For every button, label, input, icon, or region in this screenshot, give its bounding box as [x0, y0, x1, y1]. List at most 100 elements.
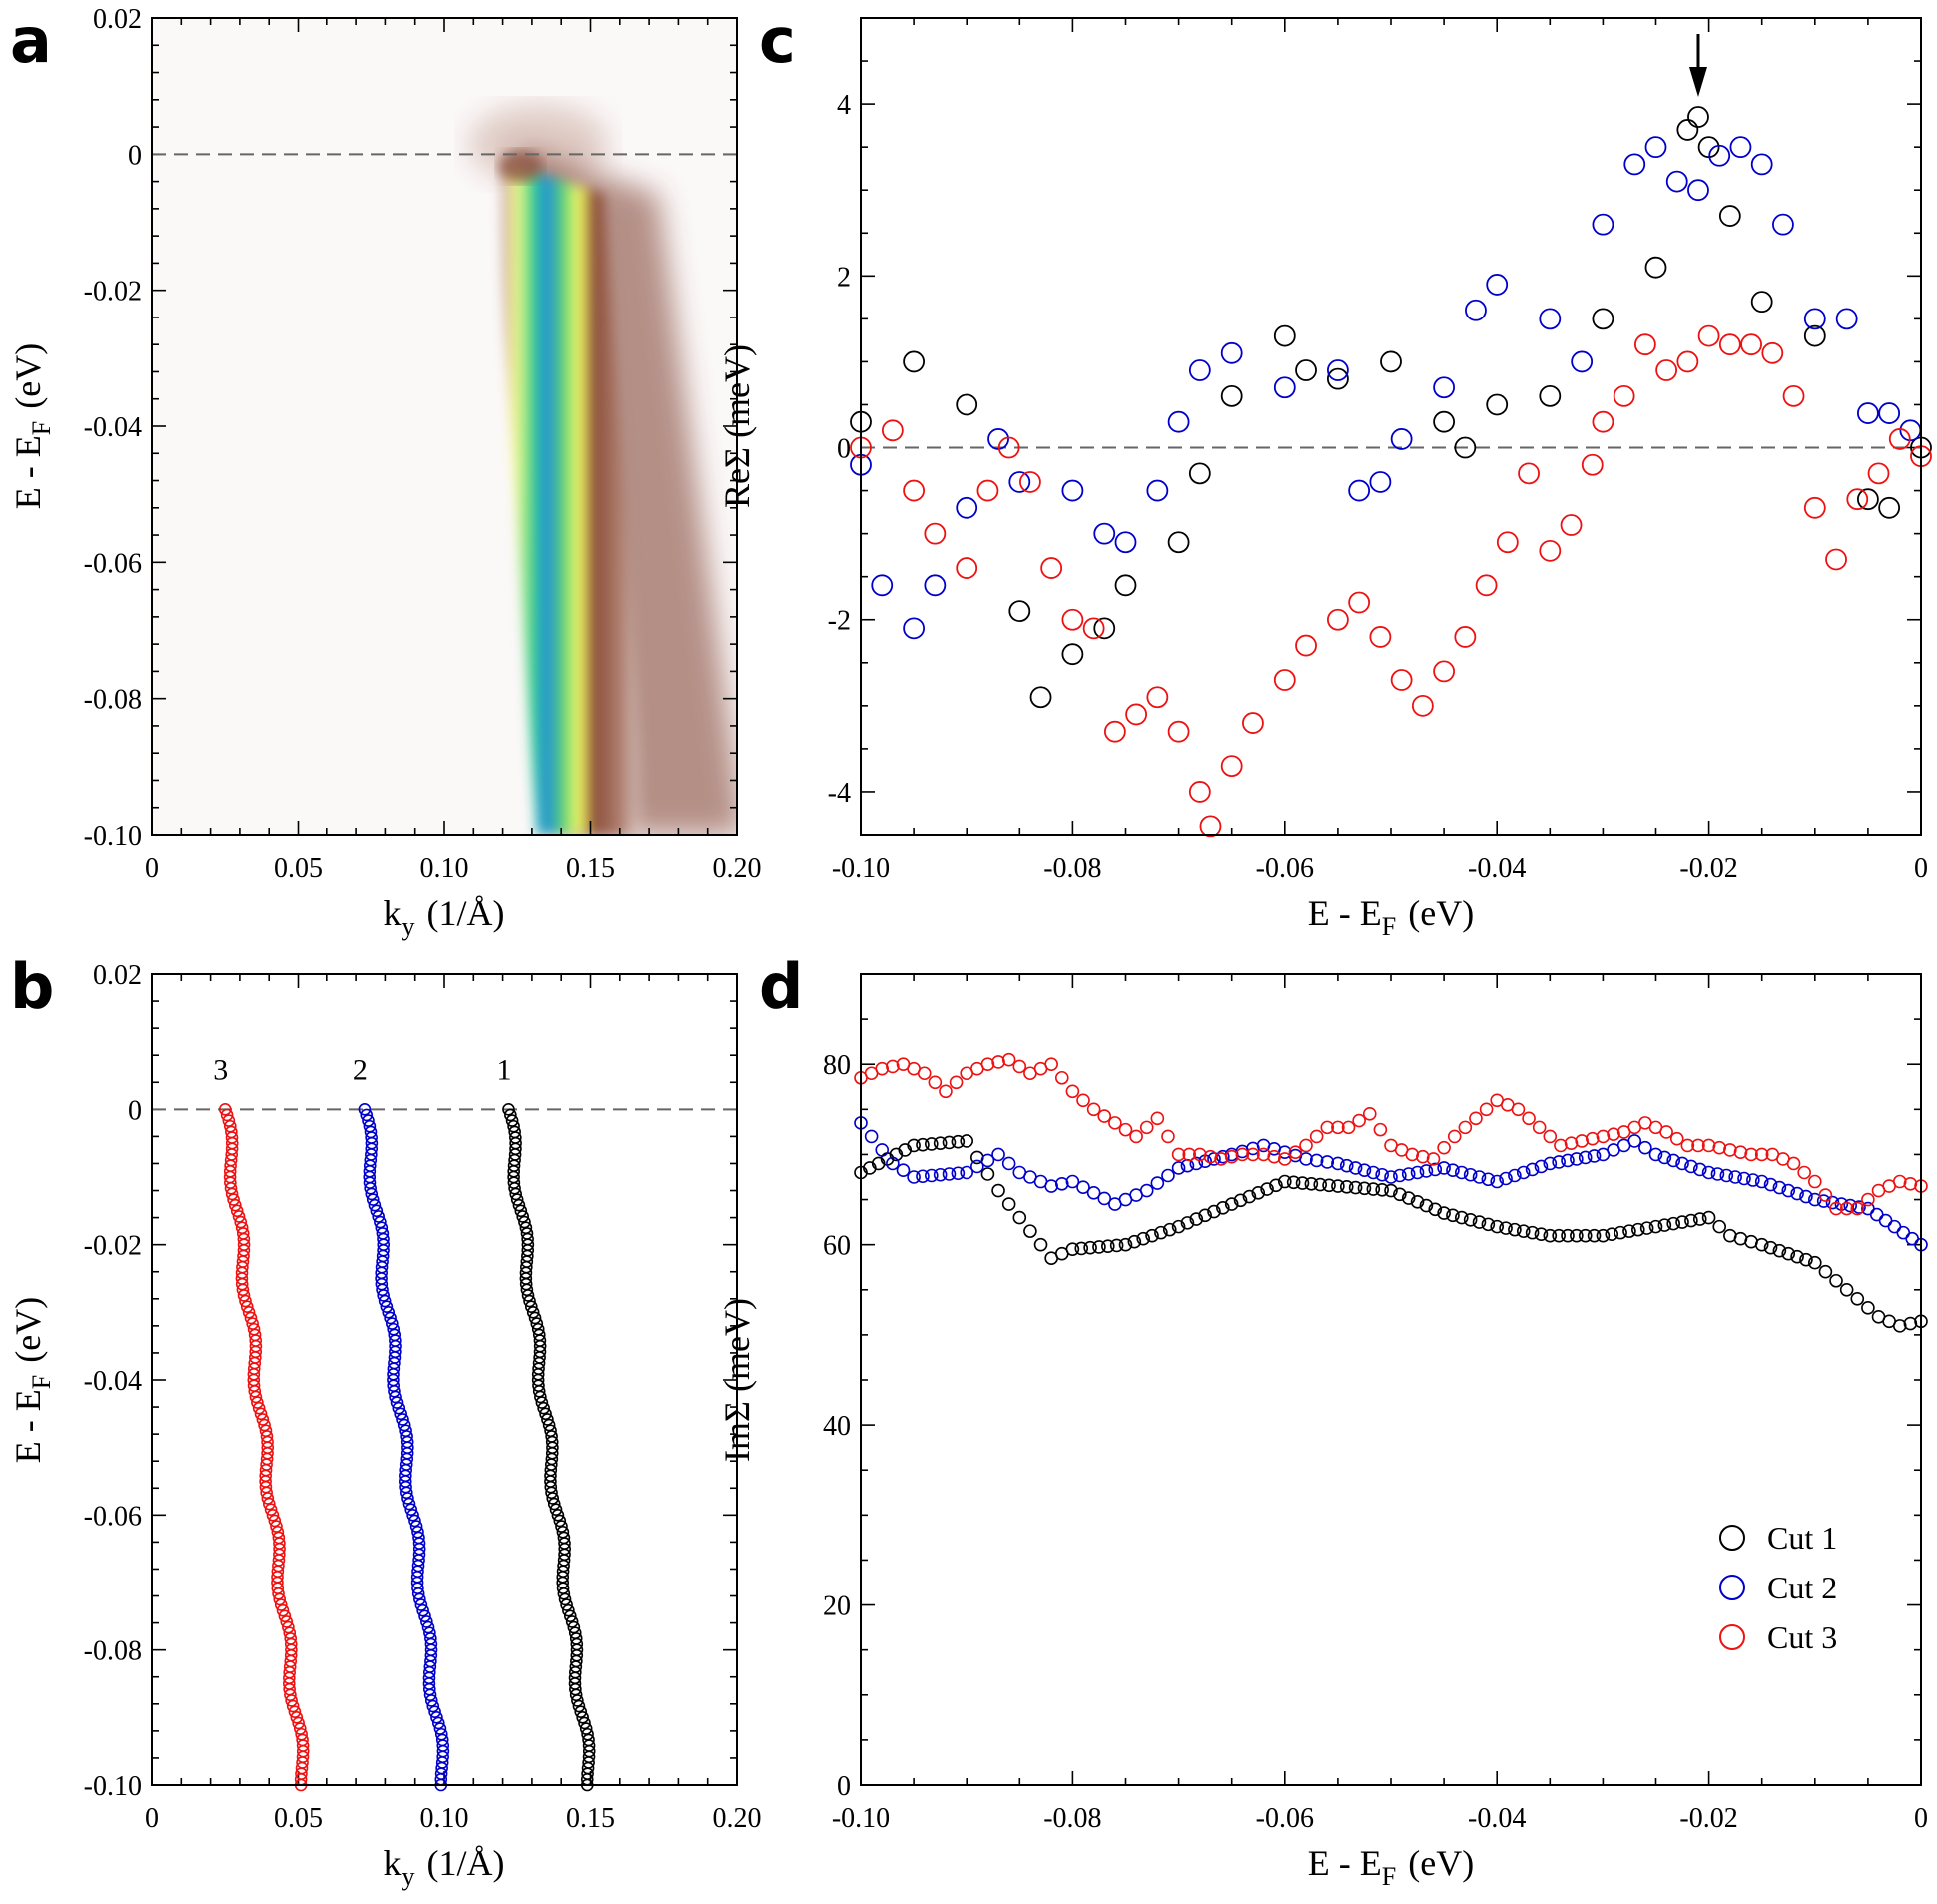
data-point [1433, 410, 1455, 433]
data-point [1455, 1165, 1469, 1180]
data-point [510, 1193, 524, 1206]
panel-c-ticks: -0.10 -0.08 -0.06 -0.04 -0.02 0 -4 -2 0 2 4 [828, 17, 1928, 884]
data-point [1083, 1240, 1097, 1255]
data-point [1146, 686, 1169, 709]
data-point [1256, 1147, 1271, 1162]
y-tick-label: -2 [828, 606, 851, 637]
data-point [1339, 1158, 1354, 1173]
data-point [1803, 496, 1826, 519]
data-point [1486, 393, 1509, 416]
data-point [1260, 1182, 1274, 1196]
data-point [933, 1136, 948, 1150]
x-tick-label: -0.02 [1679, 853, 1737, 884]
data-point [1744, 1147, 1758, 1162]
data-point [1463, 1213, 1478, 1227]
data-point [1295, 359, 1317, 381]
xlabel-sub: y [402, 1862, 415, 1891]
data-point [1076, 1180, 1090, 1194]
data-point [1235, 1147, 1250, 1162]
data-point [1532, 1120, 1547, 1135]
y-tick-label: 2 [837, 262, 851, 293]
data-point [1327, 367, 1349, 390]
data-point [1101, 1239, 1115, 1253]
data-point [1061, 608, 1084, 631]
data-point [273, 1592, 287, 1606]
data-point [1118, 1122, 1133, 1137]
data-point [1410, 1165, 1425, 1180]
data-point [1561, 1228, 1575, 1243]
data-point [390, 1396, 404, 1409]
data-point [378, 1294, 392, 1308]
data-point [366, 1193, 380, 1206]
panel-letter-c: c [759, 4, 796, 77]
data-point [1543, 1228, 1558, 1243]
data-point [1267, 1149, 1281, 1164]
data-point [278, 1609, 292, 1623]
data-point [256, 1413, 270, 1426]
data-point [504, 1108, 517, 1122]
data-point [565, 1615, 579, 1628]
data-point [1129, 1129, 1143, 1144]
data-point [1419, 1164, 1434, 1178]
data-point [924, 1168, 939, 1183]
data-point [1701, 1210, 1716, 1225]
data-point [402, 1497, 416, 1511]
data-point [1839, 1282, 1854, 1297]
panel-letter-b: b [10, 951, 54, 1023]
data-point [222, 1114, 236, 1127]
data-point [1465, 299, 1487, 321]
data-point [1182, 1147, 1197, 1162]
data-point [951, 1166, 966, 1181]
data-point [875, 1061, 890, 1076]
data-point [1040, 557, 1063, 579]
data-point [244, 1311, 258, 1325]
data-point [1171, 1147, 1186, 1162]
data-point [1369, 471, 1392, 493]
data-point [514, 1204, 528, 1218]
data-point [1808, 1255, 1822, 1270]
data-point [1029, 686, 1052, 709]
y-tick-label: -0.02 [84, 277, 142, 308]
data-point [1525, 1225, 1540, 1240]
x-tick-label: 0.15 [566, 853, 615, 884]
data-point [1718, 205, 1741, 227]
data-point [1446, 1163, 1460, 1178]
data-point [1516, 1224, 1531, 1238]
data-point [896, 1163, 911, 1178]
data-point [1587, 1149, 1602, 1163]
data-point [1199, 815, 1222, 838]
data-point [426, 1699, 440, 1713]
data-point [389, 1390, 402, 1404]
data-point [1846, 488, 1869, 511]
data-point [523, 1294, 536, 1308]
data-point [1375, 1167, 1389, 1182]
data-point [1278, 1152, 1292, 1166]
panel-c-real-self-energy: -0.10 -0.08 -0.06 -0.04 -0.02 0 -4 -2 0 2 4 E - EF… [717, 17, 1932, 941]
data-point [1033, 1237, 1048, 1252]
panel-letter-d: d [759, 951, 803, 1023]
data-point [942, 1135, 957, 1150]
data-point [285, 1694, 298, 1707]
x-tick-label: -0.08 [1043, 853, 1101, 884]
data-point [502, 1103, 515, 1116]
data-point [220, 1108, 234, 1122]
panel-b-points: 1 2 3 [213, 1053, 596, 1792]
data-point [1171, 1219, 1186, 1234]
data-point [1687, 179, 1709, 202]
data-point [1666, 1216, 1680, 1231]
data-point [1278, 1174, 1292, 1189]
panel-b-ylabel: E - EF (eV) [8, 1297, 56, 1463]
data-point [1390, 669, 1413, 691]
data-point [1348, 1180, 1363, 1195]
data-point [1214, 1152, 1228, 1166]
data-point [1393, 1187, 1407, 1202]
data-point [1644, 136, 1667, 159]
data-point [924, 522, 947, 545]
data-point [553, 1514, 567, 1528]
x-tick-label: -0.10 [832, 1803, 890, 1834]
data-point [1437, 1140, 1451, 1155]
legend-label-1: Cut 1 [1767, 1520, 1837, 1556]
data-point [1309, 1153, 1324, 1168]
data-point [1472, 1215, 1487, 1229]
data-point [1008, 600, 1031, 623]
